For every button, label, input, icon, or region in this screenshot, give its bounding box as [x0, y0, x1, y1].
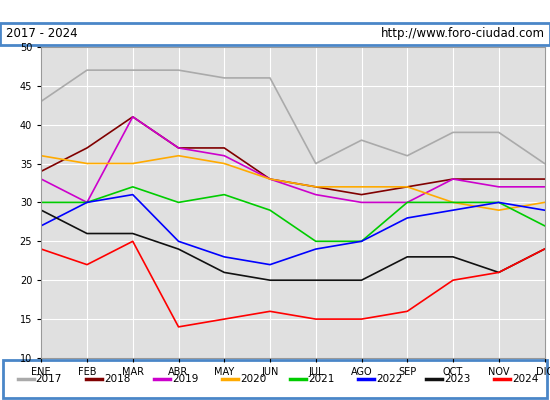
- Text: 2017: 2017: [36, 374, 62, 384]
- Text: 2021: 2021: [308, 374, 334, 384]
- Text: 2018: 2018: [104, 374, 130, 384]
- Text: 2022: 2022: [376, 374, 403, 384]
- Text: 2020: 2020: [240, 374, 266, 384]
- Text: 2019: 2019: [172, 374, 198, 384]
- Text: 2024: 2024: [512, 374, 538, 384]
- Text: http://www.foro-ciudad.com: http://www.foro-ciudad.com: [381, 27, 544, 40]
- Text: 2017 - 2024: 2017 - 2024: [6, 27, 77, 40]
- Text: Evolucion del paro registrado en Vianos: Evolucion del paro registrado en Vianos: [123, 4, 427, 19]
- Text: 2023: 2023: [444, 374, 470, 384]
